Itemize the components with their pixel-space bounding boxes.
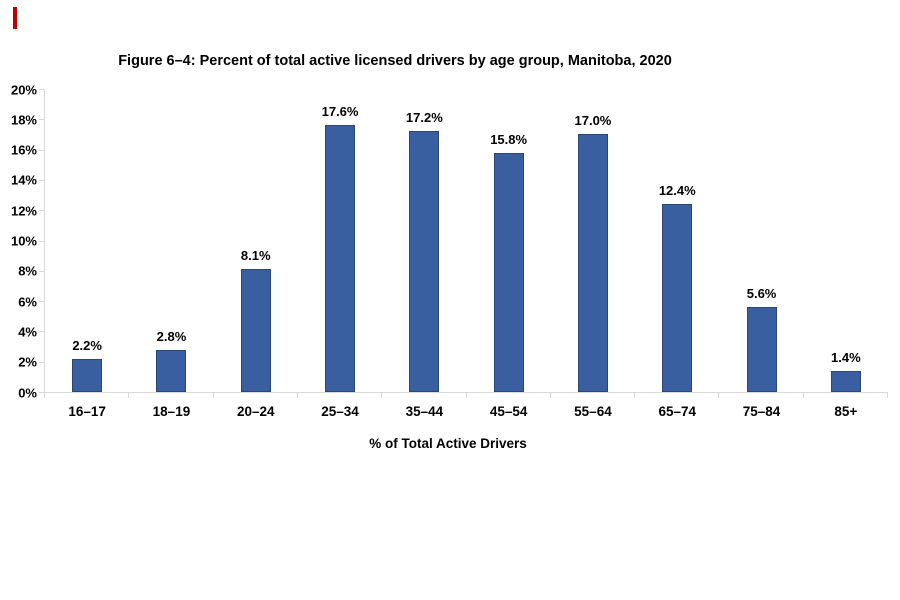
- y-axis-tick: [39, 270, 44, 272]
- y-axis-tick-label: 12%: [10, 203, 37, 219]
- x-axis-tick: [465, 393, 467, 398]
- bar-value-label: 8.1%: [240, 248, 271, 264]
- y-axis-tick: [39, 89, 44, 90]
- y-axis-tick-label: 8%: [18, 263, 37, 279]
- x-axis-category-label: 25–34: [321, 404, 359, 419]
- y-axis-tick: [39, 149, 44, 151]
- y-axis-tick-label: 18%: [10, 112, 37, 128]
- bar: [746, 307, 777, 392]
- x-axis-category-label: 45–54: [489, 404, 528, 419]
- bar: [72, 358, 103, 392]
- y-axis-tick: [39, 179, 44, 181]
- bar: [577, 134, 608, 392]
- y-axis-tick: [39, 331, 44, 333]
- bar-value-label: 2.8%: [156, 328, 187, 344]
- bar: [662, 204, 693, 392]
- x-axis-tick: [296, 393, 298, 398]
- x-axis-title: % of Total Active Drivers: [369, 436, 527, 451]
- x-axis-category-label: 16–17: [68, 404, 106, 419]
- y-axis-tick: [39, 361, 44, 363]
- bar-value-label: 17.2%: [405, 110, 443, 126]
- bar: [240, 269, 271, 392]
- x-axis-tick: [212, 393, 214, 398]
- red-marker: [13, 7, 17, 29]
- y-axis-tick-label: 16%: [10, 142, 37, 158]
- bar-value-label: 1.4%: [831, 349, 861, 365]
- y-axis-tick: [39, 301, 44, 303]
- x-axis-tick: [718, 393, 720, 398]
- x-axis-category-label: 55–64: [574, 404, 612, 419]
- x-axis-category-label: 75–84: [742, 404, 781, 419]
- x-axis-category-label: 85+: [834, 404, 858, 419]
- x-axis-tick: [128, 393, 130, 398]
- x-axis-tick: [549, 393, 551, 398]
- chart-title: Figure 6–4: Percent of total active lice…: [118, 53, 672, 69]
- bar-value-label: 17.0%: [574, 113, 612, 129]
- x-axis-tick: [634, 393, 636, 398]
- x-axis-category-label: 35–44: [405, 404, 444, 419]
- y-axis-tick-label: 20%: [10, 82, 37, 97]
- bar-value-label: 15.8%: [490, 131, 528, 147]
- bar: [156, 349, 187, 392]
- y-axis-tick: [39, 119, 44, 121]
- x-axis-tick: [44, 393, 45, 398]
- bar-value-label: 2.2%: [72, 337, 102, 353]
- y-axis-tick-label: 4%: [18, 324, 37, 340]
- bar: [325, 125, 356, 392]
- x-axis-category-label: 18–19: [152, 404, 191, 419]
- y-axis-tick-label: 10%: [10, 233, 37, 249]
- x-axis-tick: [887, 393, 888, 398]
- bar-value-label: 17.6%: [321, 104, 359, 120]
- y-axis-line: [44, 89, 45, 393]
- bar: [409, 131, 440, 392]
- x-axis-line: [45, 392, 888, 393]
- bar-value-label: 5.6%: [746, 286, 777, 302]
- y-axis-tick: [39, 392, 44, 393]
- x-axis-category-label: 65–74: [658, 404, 697, 419]
- bar-value-label: 12.4%: [658, 183, 696, 199]
- bar: [830, 370, 861, 392]
- y-axis-tick-label: 6%: [18, 294, 37, 310]
- y-axis-tick: [39, 210, 44, 212]
- y-axis-tick: [39, 240, 44, 242]
- x-axis-category-label: 20–24: [236, 404, 275, 419]
- x-axis-tick: [381, 393, 383, 398]
- y-axis-tick-label: 0%: [18, 385, 37, 400]
- x-axis-tick: [802, 393, 804, 398]
- y-axis-tick-label: 14%: [10, 172, 37, 188]
- y-axis-tick-label: 2%: [18, 354, 37, 370]
- bar: [493, 152, 524, 392]
